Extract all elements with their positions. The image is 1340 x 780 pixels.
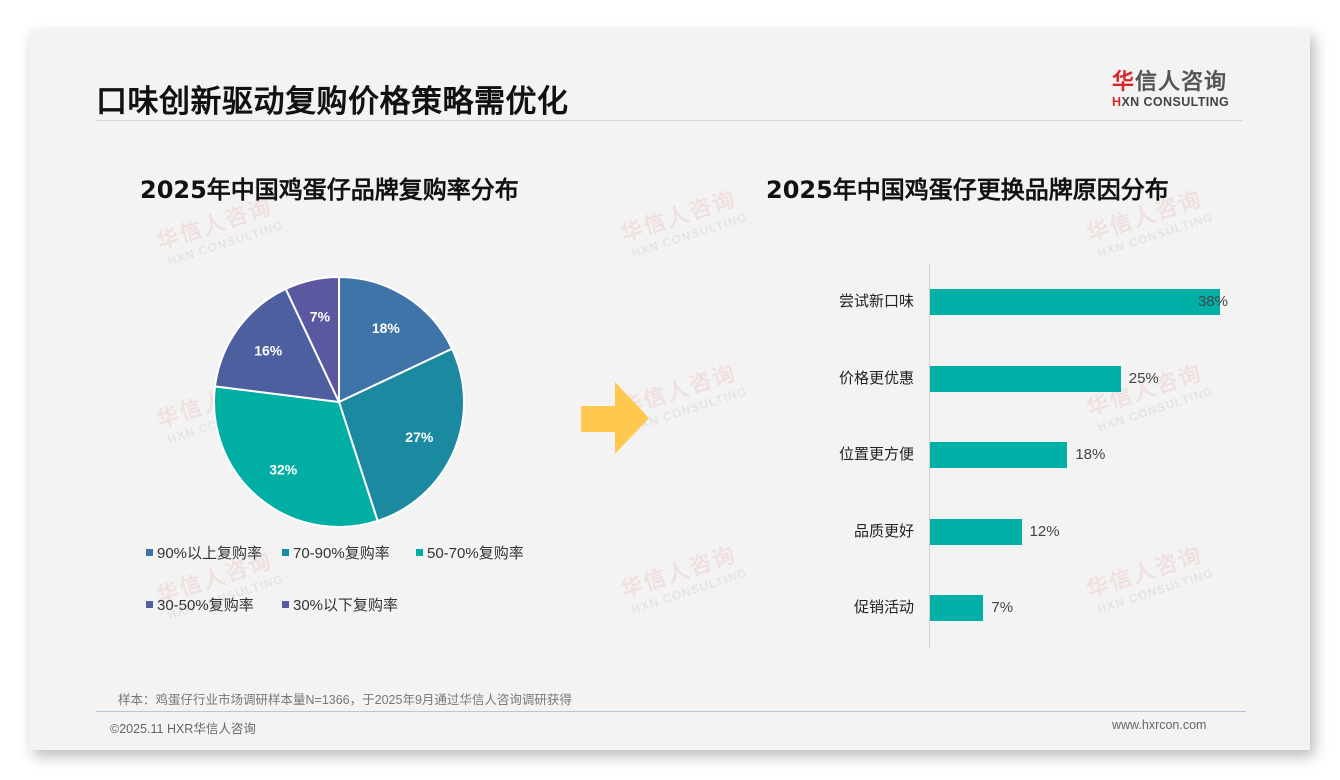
legend-swatch	[146, 549, 153, 556]
bar-value-label: 25%	[1128, 370, 1159, 387]
bar-value-label: 38%	[1197, 293, 1228, 310]
footer-divider	[96, 711, 1246, 712]
pie-slice-label: 18%	[372, 320, 401, 336]
bar	[930, 366, 1121, 392]
pie-slice-label: 16%	[254, 343, 283, 359]
bar-value-label: 7%	[991, 599, 1014, 616]
pie-slice	[213, 385, 379, 528]
page-title: 口味创新驱动复购价格策略需优化	[96, 84, 569, 120]
logo-en: HXN CONSULTING	[1112, 95, 1230, 109]
arrow-right-icon	[581, 382, 649, 454]
legend-item: 90%以上复购率	[146, 542, 262, 563]
bar	[930, 289, 1220, 315]
legend-label: 30-50%复购率	[157, 597, 254, 614]
watermark: 华信人咨询 HXN CONSULTING	[1083, 542, 1216, 617]
legend-item: 70-90%复购率	[282, 542, 390, 563]
bar	[930, 442, 1068, 468]
legend-label: 30%以下复购率	[293, 597, 399, 614]
legend-item: 30-50%复购率	[146, 594, 254, 615]
legend-item: 30%以下复购率	[282, 594, 398, 615]
title-divider	[96, 120, 1242, 121]
bar-chart-axis	[929, 264, 930, 648]
pie-slice-label: 27%	[405, 429, 434, 445]
bar	[930, 519, 1022, 545]
legend-swatch	[282, 601, 289, 608]
watermark: 华信人咨询 HXN CONSULTING	[153, 372, 286, 447]
bar-category-label: 价格更优惠	[838, 370, 914, 387]
bar-value-label: 18%	[1075, 446, 1106, 463]
pie-slice	[284, 275, 340, 403]
legend-swatch	[146, 601, 153, 608]
bar-category-label: 促销活动	[853, 599, 914, 616]
pie-slice	[337, 347, 465, 523]
pie-slice	[213, 287, 341, 404]
watermark: 华信人咨询 HXN CONSULTING	[617, 186, 750, 261]
legend-item: 50-70%复购率	[416, 542, 524, 563]
legend-label: 70-90%复购率	[293, 545, 390, 562]
pie-slice	[338, 275, 454, 404]
slide: 华信人咨询 HXN CONSULTING 华信人咨询 HXN CONSULTING …	[30, 30, 1310, 750]
bar	[930, 595, 984, 621]
legend-swatch	[416, 549, 423, 556]
logo-cn: 华信人咨询	[1112, 70, 1228, 95]
legend-label: 90%以上复购率	[157, 545, 263, 562]
bar-category-label: 位置更方便	[838, 446, 914, 463]
pie-slice-label: 32%	[269, 461, 298, 477]
pie-chart-title: 2025年中国鸡蛋仔品牌复购率分布	[140, 176, 519, 204]
website-link[interactable]: www.hxrcon.com	[1112, 718, 1207, 732]
copyright: ©2025.11 HXR华信人咨询	[110, 722, 256, 736]
watermark: 华信人咨询 HXN CONSULTING	[617, 542, 750, 617]
sample-note: 样本：鸡蛋仔行业市场调研样本量N=1366，于2025年9月通过华信人咨询调研获…	[118, 693, 572, 707]
legend-label: 50-70%复购率	[427, 545, 524, 562]
pie-slice-label: 7%	[310, 309, 331, 325]
bar-value-label: 12%	[1029, 523, 1060, 540]
company-logo: 华信人咨询 HXN CONSULTING	[1112, 64, 1242, 109]
bar-category-label: 品质更好	[853, 523, 914, 540]
legend-swatch	[282, 549, 289, 556]
bar-category-label: 尝试新口味	[838, 293, 914, 310]
bar-chart-title: 2025年中国鸡蛋仔更换品牌原因分布	[766, 176, 1169, 204]
